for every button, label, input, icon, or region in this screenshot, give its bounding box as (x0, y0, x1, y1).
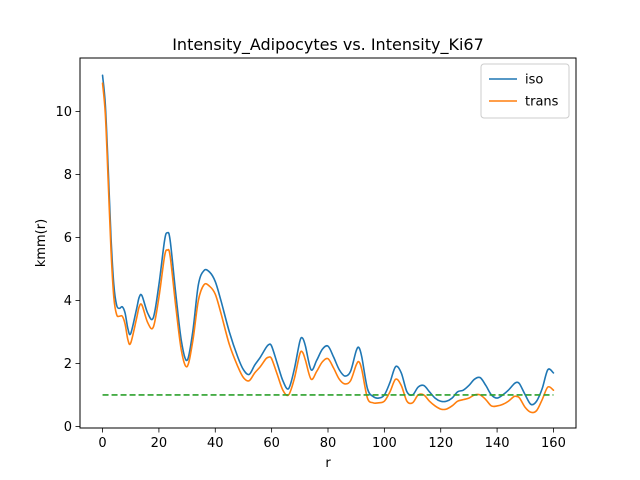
x-tick-label: 20 (151, 436, 168, 451)
legend-label-trans: trans (525, 95, 559, 110)
x-tick-label: 100 (372, 436, 397, 451)
x-axis-ticks: 0 20 40 60 80 100 120 140 160 (98, 428, 566, 451)
y-tick-label: 4 (64, 294, 72, 309)
x-tick-label: 140 (485, 436, 510, 451)
x-tick-label: 120 (428, 436, 453, 451)
x-tick-label: 80 (320, 436, 337, 451)
legend: iso trans (480, 63, 570, 119)
y-axis-ticks: 0 2 4 6 8 10 (55, 105, 80, 435)
y-tick-label: 6 (64, 231, 72, 246)
legend-label-iso: iso (525, 73, 543, 88)
y-tick-label: 10 (55, 105, 72, 120)
plot-lines (101, 74, 555, 414)
series-line-iso (101, 74, 555, 406)
x-tick-label: 40 (207, 436, 224, 451)
y-tick-label: 2 (64, 357, 72, 372)
y-tick-label: 8 (64, 168, 72, 183)
x-axis-label: r (325, 456, 331, 471)
x-tick-label: 160 (541, 436, 566, 451)
chart-title: Intensity_Adipocytes vs. Intensity_Ki67 (172, 35, 484, 55)
y-tick-label: 0 (64, 420, 72, 435)
x-tick-label: 60 (263, 436, 280, 451)
y-axis-label: kmm(r) (34, 219, 49, 267)
legend-box (480, 63, 570, 119)
x-tick-label: 0 (98, 436, 106, 451)
